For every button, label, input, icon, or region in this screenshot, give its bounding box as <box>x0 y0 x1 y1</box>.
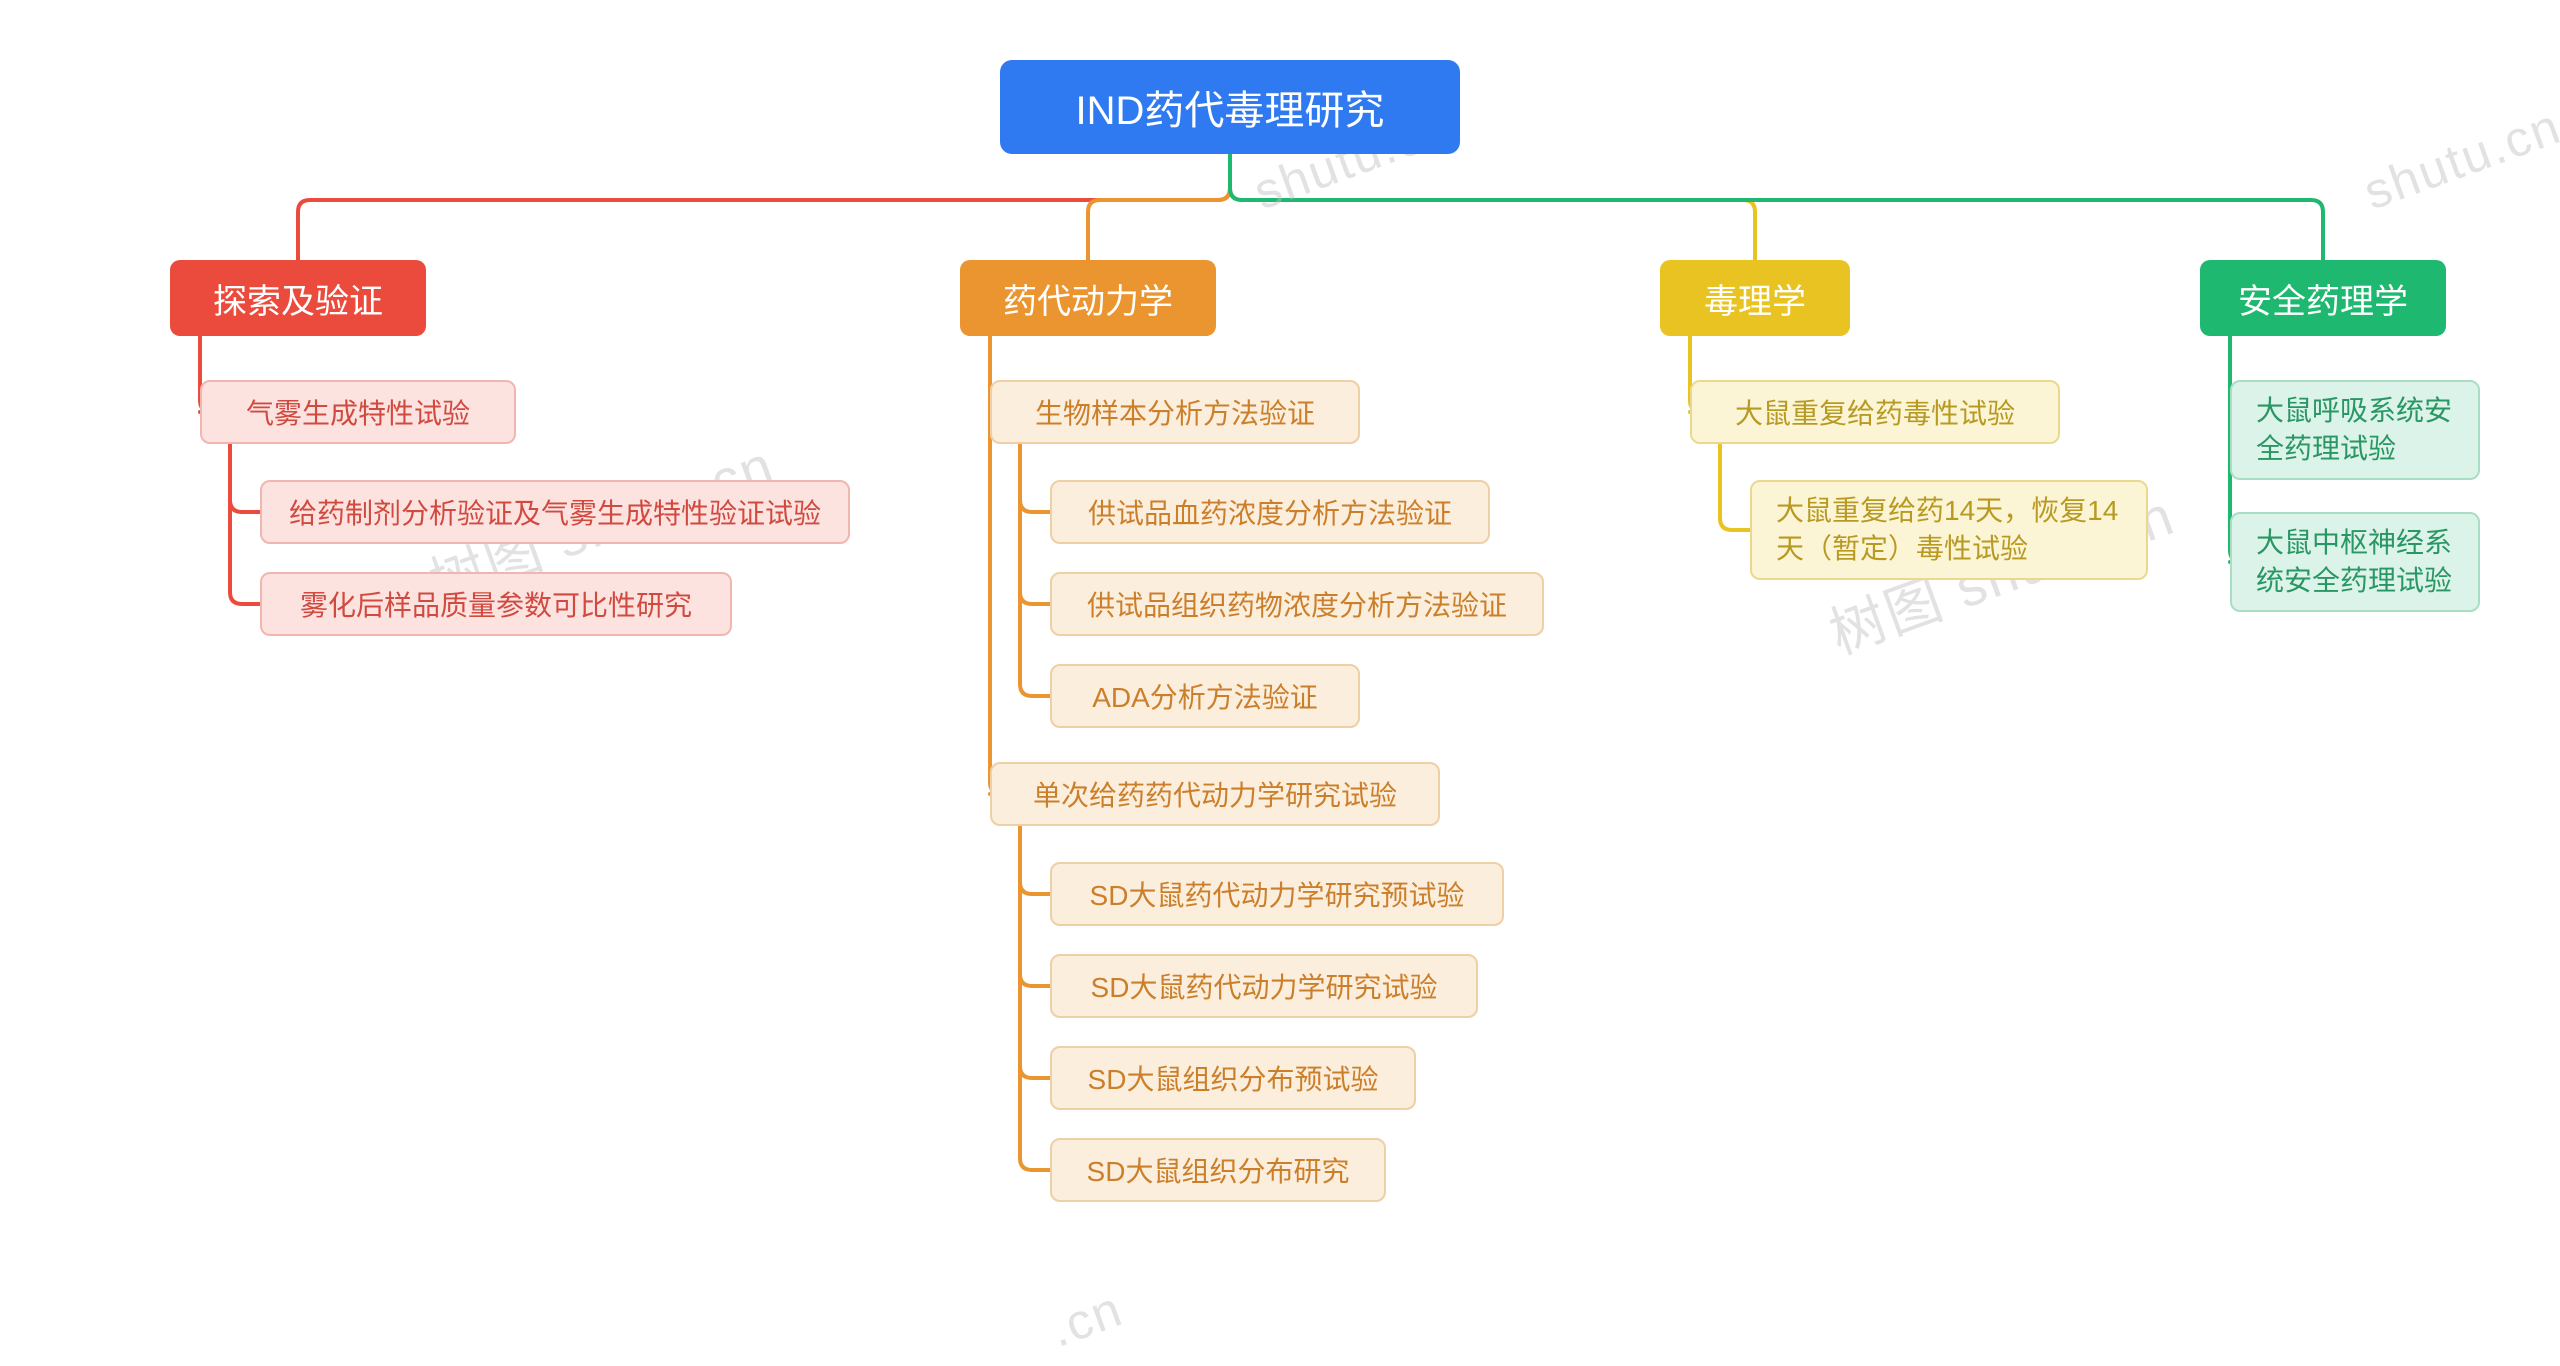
node-b3c1a: 大鼠重复给药14天，恢复14天（暂定）毒性试验 <box>1750 480 2148 580</box>
node-b4c1: 大鼠呼吸系统安全药理试验 <box>2230 380 2480 480</box>
branch-b3: 毒理学 <box>1660 260 1850 336</box>
node-b2c2a: SD大鼠药代动力学研究预试验 <box>1050 862 1504 926</box>
watermark: .cn <box>1042 1279 1130 1358</box>
branch-b2: 药代动力学 <box>960 260 1216 336</box>
branch-b4: 安全药理学 <box>2200 260 2446 336</box>
node-b2c2: 单次给药药代动力学研究试验 <box>990 762 1440 826</box>
mindmap-canvas: 树图 shutu.cn 树图 shutu.cn shutu.cn shutu.c… <box>0 0 2560 1366</box>
node-b2c1c: ADA分析方法验证 <box>1050 664 1360 728</box>
root-node: IND药代毒理研究 <box>1000 60 1460 154</box>
node-b1c1: 气雾生成特性试验 <box>200 380 516 444</box>
node-b4c2: 大鼠中枢神经系统安全药理试验 <box>2230 512 2480 612</box>
node-b1c1b: 雾化后样品质量参数可比性研究 <box>260 572 732 636</box>
node-b2c2c: SD大鼠组织分布预试验 <box>1050 1046 1416 1110</box>
branch-b1: 探索及验证 <box>170 260 426 336</box>
node-b2c1: 生物样本分析方法验证 <box>990 380 1360 444</box>
node-b2c2b: SD大鼠药代动力学研究试验 <box>1050 954 1478 1018</box>
node-b2c1a: 供试品血药浓度分析方法验证 <box>1050 480 1490 544</box>
node-b3c1: 大鼠重复给药毒性试验 <box>1690 380 2060 444</box>
watermark: shutu.cn <box>2356 97 2560 222</box>
node-b2c2d: SD大鼠组织分布研究 <box>1050 1138 1386 1202</box>
node-b2c1b: 供试品组织药物浓度分析方法验证 <box>1050 572 1544 636</box>
node-b1c1a: 给药制剂分析验证及气雾生成特性验证试验 <box>260 480 850 544</box>
